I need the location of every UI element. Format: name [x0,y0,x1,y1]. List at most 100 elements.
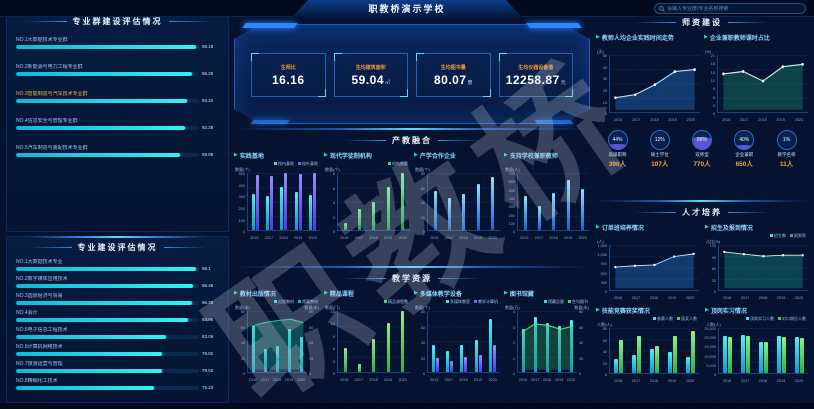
y-axis-label: (人) [597,239,604,244]
chart-multimedia-equipment: ▶ 多媒体教学设备 多媒体教室 教学计算机 数量(个) 80 60 40 20 0 2016 2017… [414,289,500,384]
area-series [251,318,304,370]
chart-title-text: 教材出版情况 [239,292,276,298]
evaluation-list-item[interactable]: NO.7旅游运营与管理 79.62 [16,360,219,377]
axis-tick: 20 [602,361,607,366]
x-axis-labels: 2016 2017 2018 2019 2020 [718,379,808,385]
bar [781,336,786,373]
x-axis-labels: 2016 2017 2018 2019 2020 [517,378,577,384]
stat-value-row: 80.07 册 [434,73,473,87]
section-header: 产教融合 [234,130,590,149]
legend-swatch [298,162,301,165]
evaluation-bar-row: 82.06 [16,334,219,339]
x-axis-labels: 2016 2017 2018 2019 2020 [609,118,700,124]
evaluation-list-item[interactable]: NO.1大数据技术专业 98.1 [16,258,219,275]
chart-legend: 馆藏总量 生均图书 [504,298,590,305]
gauge-label: 硕士学位 [650,152,669,157]
legend-item: 获奖人数 [677,316,697,322]
axis-tick: 200 [238,206,245,211]
axis-tick: 2017 [354,236,364,240]
legend-item: 顶岗实习人数 [746,316,774,322]
gauge-value: 11人 [779,161,794,168]
evaluation-item-value: 92.28 [202,125,214,130]
evaluation-list-item[interactable]: NO.3智能制造与汽车技术专业群 93.22 [16,86,219,113]
axis-tick: 15 [710,70,715,75]
chart-title-text: 实践基地 [239,154,264,160]
chart-title-text: 技能竞赛获奖情况 [601,309,650,315]
evaluation-list-item[interactable]: NO.6计算机网络技术 79.82 [16,343,219,360]
evaluation-bar-fill [16,44,196,49]
evaluation-bar-track [16,71,199,76]
axis-tick: 90 [711,255,716,260]
chart-title: ▶ 实践基地 [234,151,320,161]
axis-tick: 2019 [473,378,483,382]
evaluation-bar-fill [16,98,187,103]
evaluation-list-item[interactable]: NO.2数字媒体应用技术 96.48 [16,275,219,292]
search-box[interactable] [654,3,806,14]
axis-labels: 数量(个) [414,305,500,311]
axis-tick: 2018 [758,296,768,300]
chart-title-text: 产学合作企业 [419,154,456,160]
gauge-percent: 1% [782,137,791,143]
bar-series [248,311,307,372]
axis-tick: 500 [238,172,245,176]
axis-labels: 数量(门) [324,305,410,311]
evaluation-bar-row: 96.38 [16,300,219,305]
evaluation-list-item[interactable]: NO.8精细化工技术 75.23 [16,377,219,394]
evaluation-list-item[interactable]: NO.4会计 93.96 [16,309,219,326]
triangle-icon: ▶ [596,307,600,313]
axis-tick: 2018 [369,236,378,240]
stat-value: 16.16 [271,72,305,87]
bar [552,193,556,230]
stat-label: 生师比 [280,64,296,71]
bar-group [614,328,624,373]
bar [614,358,619,373]
axis-tick: 2019 [284,378,294,382]
bar-group [566,173,570,230]
stat-unit: 册 [467,79,473,86]
y-axis-label: 人数(人) [597,322,612,327]
axis-tick: 2019 [563,236,573,240]
chart-plot [247,173,320,231]
axis-tick: 2017 [740,296,750,300]
axis-tick: 60 [579,325,584,330]
evaluation-bar-fill [16,283,193,288]
panel-header: 专业建设评估情况 [7,237,228,256]
bar [489,318,493,372]
evaluation-list-item[interactable]: NO.5汽车制造与装配技术专业群 89.88 [16,140,219,167]
axis-tick: 2020 [794,118,804,122]
axis-tick: 60 [309,325,314,330]
chart-body: 4 3 2 1 0 80 60 40 20 0 [504,310,590,377]
x-axis-labels: 2016 2017 2018 2019 2020 [717,118,808,124]
axis-tick: 6 [332,186,335,191]
legend-swatch [298,300,301,303]
evaluation-list-item[interactable]: NO.1大数据技术专业群 98.18 [16,32,219,59]
chart-legend [596,232,699,239]
axis-tick: 2020 [488,236,497,240]
bar-group [491,173,495,230]
evaluation-item-value: 98.18 [202,44,214,49]
legend-label: 获奖人数 [681,315,697,321]
legend-label: 顶岗实习人数 [750,315,774,321]
bar [460,345,464,372]
evaluation-list-item[interactable]: NO.2新能源与电力工程专业群 96.25 [16,59,219,86]
axis-labels: 数量(个) [324,167,410,173]
axis-tick: 20 [240,356,245,361]
axis-tick: 20 [420,215,425,220]
evaluation-list-item[interactable]: NO.4信息安全与管理专业群 92.28 [16,113,219,140]
search-input[interactable] [667,5,801,12]
chart-legend: 多媒体教室 教学计算机 [414,298,500,305]
evaluation-list-item[interactable]: NO.5电子信息工程技术 82.06 [16,326,219,343]
chart-body: 80 60 40 20 0 [414,172,500,235]
axis-tick: 2017 [444,378,454,382]
evaluation-list-item[interactable]: NO.3国际经济与贸易 96.38 [16,292,219,309]
legend-label: 机构数量 [392,160,408,166]
legend-swatch [274,162,277,165]
bar [569,320,573,372]
evaluation-bar-fill [16,266,196,271]
evaluation-item-value: 98.1 [202,266,211,271]
bar-group [476,173,480,230]
panel-major-evaluation: 专业建设评估情况 NO.1大数据技术专业 98.1 NO.2数字媒体应用技术 96.4… [6,236,229,403]
triangle-icon: ▶ [504,290,508,296]
legend-item: 校外基地 [298,161,318,167]
evaluation-item-label: NO.5电子信息工程技术 [16,327,68,333]
